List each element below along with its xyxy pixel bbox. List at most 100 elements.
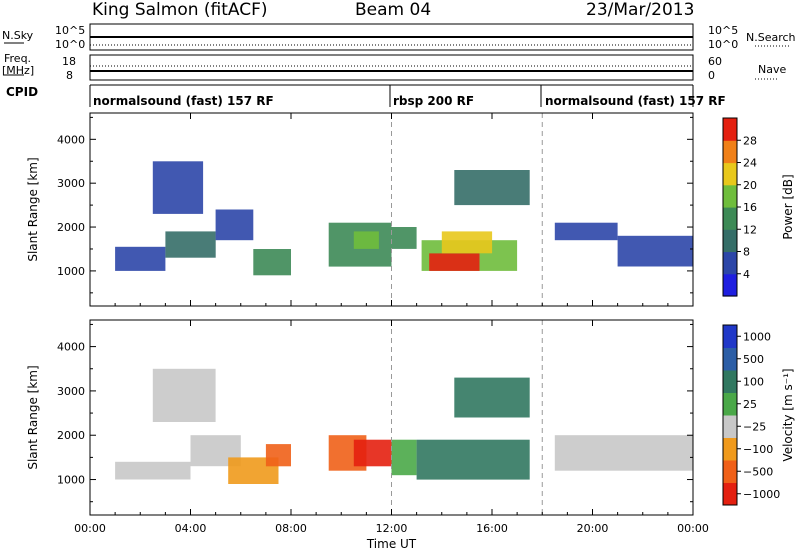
colorbar-swatch [723, 207, 737, 230]
cpid-label: CPID [6, 85, 39, 99]
data-patch [441, 231, 493, 254]
colorbar-swatch [723, 251, 737, 275]
colorbar-label: Power [dB] [781, 174, 795, 239]
data-patch [391, 439, 417, 476]
panel-velocity: 1000 2000 3000 4000 Slant Range [km] [26, 319, 694, 516]
colorbars: 4 8 12 16 20 24 28 Power [dB] 1000 500 100 25 −25 −10… [722, 117, 795, 506]
colorbar-tick-label: −500 [743, 465, 773, 478]
colorbar-swatch [723, 347, 737, 371]
colorbar-swatch [723, 482, 737, 506]
colorbar-tick-label: 500 [743, 353, 764, 366]
y-tick-label: 3000 [57, 177, 85, 190]
x-tick-label: 04:00 [175, 522, 207, 535]
time-axis: 00:00 04:00 08:00 12:00 16:00 20:00 00:00 Time … [74, 113, 709, 551]
nsearch-label: N.Search [746, 31, 796, 44]
x-tick-label: 08:00 [275, 522, 307, 535]
colorbar-swatch [723, 162, 737, 186]
cpid-segment-1: normalsound (fast) 157 RF [93, 94, 274, 108]
data-patch [454, 170, 530, 206]
colorbar-tick-label: −1000 [743, 488, 780, 501]
colorbar-swatch [723, 392, 737, 416]
nave-tick-bottom: 0 [708, 69, 715, 82]
colorbar-swatch [723, 415, 737, 438]
x-axis-label: Time UT [366, 537, 417, 551]
nsky-label: N.Sky [2, 29, 34, 42]
colorbar-swatch [723, 325, 737, 348]
colorbar-tick-label: 8 [743, 246, 750, 259]
date-title: 23/Mar/2013 [586, 0, 695, 20]
y-tick-label: 2000 [57, 221, 85, 234]
cpid-segment-2: rbsp 200 RF [393, 94, 475, 108]
y-tick-label: 1000 [57, 265, 85, 278]
freq-label: Freq. [4, 52, 32, 65]
y-tick-label: 1000 [57, 474, 85, 487]
colorbar-swatch [723, 118, 737, 141]
x-tick-label: 00:00 [74, 522, 106, 535]
y-tick-label: 4000 [57, 341, 85, 354]
colorbar-label: Velocity [m s⁻¹] [781, 368, 795, 461]
station-title: King Salmon (fitACF) [92, 0, 268, 20]
data-patch [391, 227, 417, 249]
colorbar-frame [722, 324, 738, 506]
colorbar-swatch [723, 273, 737, 297]
colorbar-velocity: 1000 500 100 25 −25 −100 −500 −1000 Velocity [m … [722, 324, 795, 506]
nsky-tick-top: 10^5 [55, 24, 86, 37]
colorbar-swatch [723, 229, 737, 253]
colorbar-tick-label: 24 [743, 157, 757, 170]
freq-panel-frame [89, 54, 694, 81]
y-tick-label: 3000 [57, 385, 85, 398]
data-patch [617, 235, 693, 267]
freq-tick-bottom: 8 [66, 69, 73, 82]
y-tick-label: 2000 [57, 429, 85, 442]
y-tick-label: 4000 [57, 133, 85, 146]
cpid-segment-3: normalsound (fast) 157 RF [545, 94, 726, 108]
data-patch [115, 246, 166, 271]
data-patch [353, 439, 392, 467]
beam-title: Beam 04 [355, 0, 432, 20]
data-patch [265, 444, 291, 467]
colorbar-tick-label: −25 [743, 420, 766, 433]
nsky-tick-bottom: 10^0 [55, 38, 86, 51]
colorbar-tick-label: −100 [743, 443, 773, 456]
data-patch [554, 435, 693, 471]
panel-power: 1000 2000 3000 4000 Slant Range [km] [26, 112, 694, 307]
y-axis-label: Slant Range [km] [26, 157, 40, 261]
data-patch [429, 253, 480, 271]
colorbar-tick-label: 28 [743, 134, 757, 147]
nave-tick-top: 60 [708, 55, 722, 68]
x-tick-label: 00:00 [677, 522, 709, 535]
colorbar-tick-label: 4 [743, 268, 750, 281]
colorbar-tick-label: 12 [743, 223, 757, 236]
colorbar-swatch [723, 437, 737, 461]
colorbar-tick-label: 1000 [743, 330, 771, 343]
colorbar-tick-label: 25 [743, 398, 757, 411]
y-axis-label: Slant Range [km] [26, 365, 40, 469]
colorbar-swatch [723, 184, 737, 208]
data-patch [253, 249, 291, 276]
data-patch [454, 377, 530, 418]
colorbar-swatch [723, 370, 737, 393]
data-patch [165, 231, 216, 258]
freq-unit-label: [MHz] [2, 64, 35, 77]
nave-label: Nave [758, 63, 787, 76]
colorbar-swatch [723, 460, 737, 483]
data-patch [152, 161, 204, 214]
data-patch [152, 368, 216, 422]
colorbar-power: 4 8 12 16 20 24 28 Power [dB] [722, 117, 795, 297]
data-patch [416, 439, 530, 480]
nsearch-tick-bottom: 10^0 [708, 38, 739, 51]
heatmap-panels: 1000 2000 3000 4000 Slant Range [km] 1000 2000… [26, 112, 694, 516]
nsearch-tick-top: 10^5 [708, 24, 739, 37]
colorbar-tick-label: 100 [743, 375, 764, 388]
data-patch [215, 209, 254, 241]
freq-tick-top: 18 [62, 55, 76, 68]
x-tick-label: 12:00 [376, 522, 408, 535]
data-patch [115, 461, 191, 480]
data-patch [353, 231, 379, 249]
colorbar-tick-label: 16 [743, 201, 757, 214]
x-tick-label: 20:00 [577, 522, 609, 535]
data-patch [554, 222, 618, 241]
colorbar-tick-label: 20 [743, 179, 757, 192]
colorbar-swatch [723, 140, 737, 164]
